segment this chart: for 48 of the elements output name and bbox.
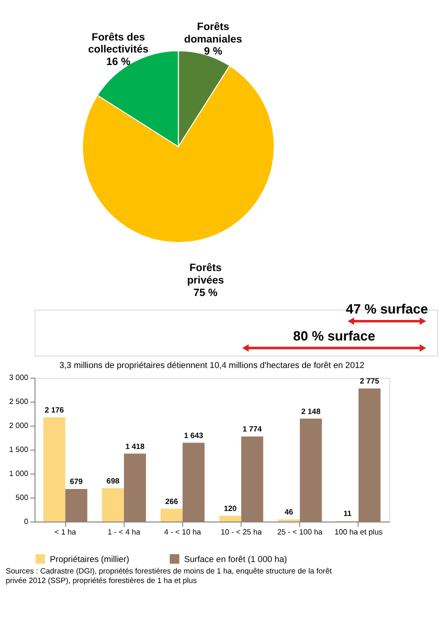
legend-label: Surface en forêt (1 000 ha) xyxy=(184,554,288,564)
y-tick-label: 2 000 xyxy=(9,421,28,430)
x-tick-label: 1 - < 4 ha xyxy=(108,528,141,537)
data-label: 679 xyxy=(70,477,83,486)
y-tick-label: 2 500 xyxy=(9,397,28,406)
bar xyxy=(160,508,183,522)
data-label: 2 148 xyxy=(301,406,322,416)
bar xyxy=(43,417,66,522)
data-label: 16 % xyxy=(106,56,131,68)
bar xyxy=(278,519,300,522)
y-tick-label: 0 xyxy=(24,516,28,526)
bar xyxy=(219,516,242,522)
bar xyxy=(300,418,322,522)
x-tick-label: 25 - < 100 ha xyxy=(277,528,324,537)
data-label: 46 xyxy=(284,508,294,517)
data-label: 2 775 xyxy=(360,376,380,386)
data-label: 266 xyxy=(165,497,178,506)
bar xyxy=(102,488,124,522)
bar xyxy=(182,442,205,522)
slice-label: Forêts privées xyxy=(187,262,224,287)
bar xyxy=(65,489,88,522)
y-tick-label: 1 000 xyxy=(9,469,28,478)
text: 80 % surface xyxy=(293,328,376,344)
data-label: 2 176 xyxy=(44,405,64,414)
text: 47 % surface xyxy=(346,301,428,316)
x-tick-label: 4 - < 10 ha xyxy=(164,528,202,537)
x-tick-label: 10 - < 25 ha xyxy=(220,528,263,537)
legend-label: Propriétaires (millier) xyxy=(50,554,130,564)
data-label: 1 774 xyxy=(242,424,263,434)
data-label: 1 418 xyxy=(125,442,146,451)
y-tick-label: 1 500 xyxy=(9,445,28,454)
x-tick-label: < 1 ha xyxy=(54,528,77,537)
slice-label: Forêts des collectivités xyxy=(88,31,149,56)
chart-title: 3,3 millions de propriétaires détiennent 10,4 millions d'hectares de forêt en 2012 xyxy=(59,360,365,370)
x-tick-label: 100 ha et plus xyxy=(334,528,383,537)
bar xyxy=(124,454,146,522)
slice-label: Forêts domaniales xyxy=(184,20,242,46)
y-tick-label: 3 000 xyxy=(9,373,28,382)
y-tick-label: 500 xyxy=(16,492,28,502)
source-note: Sources : Cadrastre (DGI), propriétés forestières de moins de 1 ha, enquête structure de la forêt privée 2012 (SSP), propriétés forestières de 1 ha et plus xyxy=(6,566,333,585)
data-label: 11 xyxy=(343,509,352,518)
bar xyxy=(241,436,264,522)
data-label: 9 % xyxy=(204,46,223,58)
data-label: 120 xyxy=(224,504,237,514)
data-label: 1 643 xyxy=(184,430,204,440)
data-label: 75 % xyxy=(194,287,218,300)
data-label: 698 xyxy=(106,476,120,486)
bar xyxy=(358,388,381,522)
